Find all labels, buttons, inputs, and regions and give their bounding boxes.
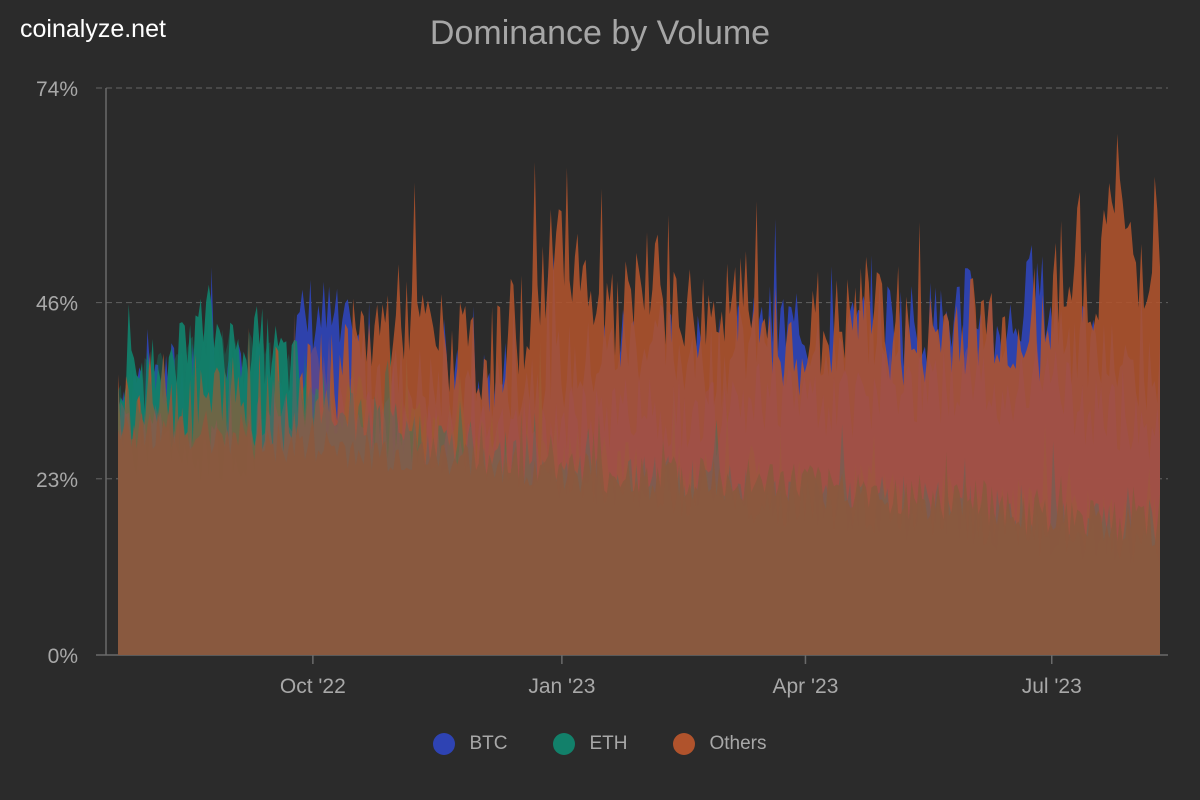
legend-label-eth: ETH [589,733,628,754]
y-tick-label: 74% [36,78,78,101]
watermark: coinalyze.net [20,15,166,43]
chart-svg: 0% 23% 46% 74% Oct '22 Jan '23 Apr '23 Jul '23 [36,78,1168,698]
y-tick-label: 23% [36,469,78,492]
x-tick-label: Oct '22 [280,675,346,698]
legend-item-eth[interactable]: ETH [553,733,627,755]
x-tick-label: Jan '23 [528,675,595,698]
legend-label-others: Others [709,733,767,754]
y-tick-label: 46% [36,293,78,316]
x-tick-label: Apr '23 [773,675,839,698]
y-tick-label: 0% [48,645,78,668]
others-legend-dot-icon [673,733,696,755]
legend: BTC ETH Others [0,733,1200,755]
chart-title: Dominance by Volume [429,14,771,52]
base-area [118,383,1160,655]
legend-label-btc: BTC [469,733,508,754]
legend-item-others[interactable]: Others [673,733,767,755]
x-tick-label: Jul '23 [1022,675,1082,698]
btc-legend-dot-icon [433,733,456,755]
eth-legend-dot-icon [553,733,576,755]
legend-item-btc[interactable]: BTC [433,733,507,755]
